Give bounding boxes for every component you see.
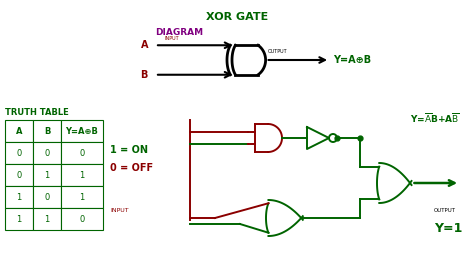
Text: 0: 0: [45, 193, 50, 202]
Text: 1: 1: [45, 214, 50, 223]
Bar: [33, 120, 61, 142]
Bar: [33, 164, 61, 186]
Text: 0: 0: [79, 148, 85, 157]
Bar: [5, 164, 33, 186]
Text: 0: 0: [17, 171, 22, 180]
Text: Y=1: Y=1: [434, 222, 462, 235]
Text: B: B: [141, 70, 148, 80]
Text: Y=A⊕B: Y=A⊕B: [333, 55, 371, 65]
Text: 1: 1: [17, 193, 22, 202]
Bar: [5, 208, 33, 230]
Bar: [61, 120, 103, 142]
Text: XOR GATE: XOR GATE: [206, 12, 268, 22]
Bar: [33, 142, 61, 164]
Bar: [61, 186, 103, 208]
Bar: [5, 186, 33, 208]
Text: 0 = OFF: 0 = OFF: [110, 163, 153, 173]
Text: 1: 1: [79, 171, 85, 180]
Text: INPUT: INPUT: [165, 36, 180, 41]
Bar: [61, 142, 103, 164]
Text: 0: 0: [45, 148, 50, 157]
Text: Y=$\overline{\rm A}$B+A$\overline{\rm B}$: Y=$\overline{\rm A}$B+A$\overline{\rm B}…: [410, 111, 460, 125]
Text: 0: 0: [17, 148, 22, 157]
Text: 1: 1: [79, 193, 85, 202]
Text: OUTPUT: OUTPUT: [268, 49, 287, 54]
Text: OUTPUT: OUTPUT: [434, 207, 456, 213]
Bar: [61, 164, 103, 186]
Text: 1: 1: [17, 214, 22, 223]
Text: Y=A⊕B: Y=A⊕B: [65, 127, 99, 135]
Text: TRUTH TABLE: TRUTH TABLE: [5, 108, 69, 117]
Text: DIAGRAM: DIAGRAM: [155, 28, 203, 37]
Text: B: B: [44, 127, 50, 135]
Text: 1 = ON: 1 = ON: [110, 145, 148, 155]
Bar: [5, 142, 33, 164]
Text: A: A: [140, 40, 148, 50]
Text: INPUT: INPUT: [110, 207, 128, 213]
Bar: [61, 208, 103, 230]
Bar: [33, 208, 61, 230]
Bar: [33, 186, 61, 208]
Text: 0: 0: [79, 214, 85, 223]
Text: A: A: [16, 127, 22, 135]
Text: 1: 1: [45, 171, 50, 180]
Bar: [5, 120, 33, 142]
